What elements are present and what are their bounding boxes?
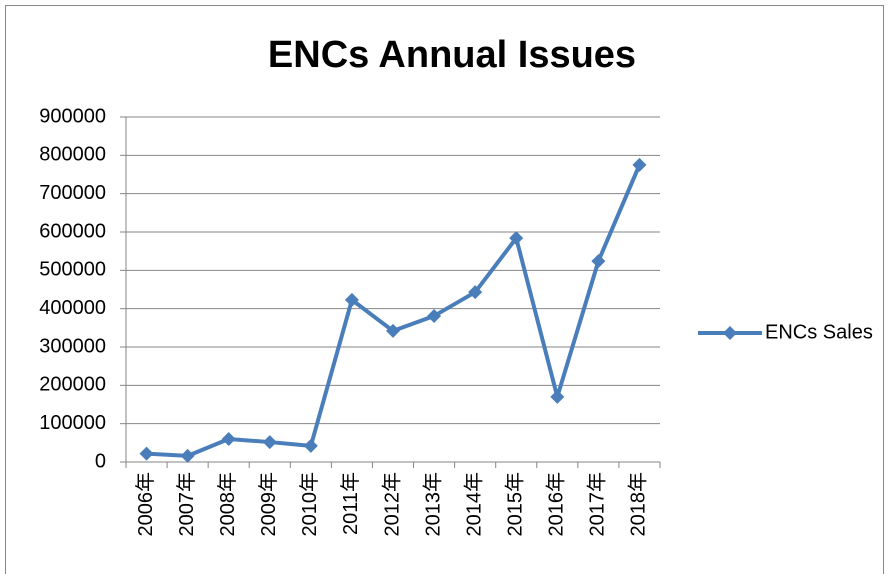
y-tick-label: 600000: [39, 220, 106, 242]
data-point: [303, 438, 318, 453]
data-point: [386, 323, 400, 338]
data-point: [139, 446, 154, 461]
x-tick-label: 2009年: [257, 472, 280, 537]
x-tick-label: 2015年: [504, 472, 527, 537]
y-tick-label: 0: [95, 450, 106, 472]
data-point: [468, 285, 483, 300]
chart-border: [5, 5, 884, 574]
x-tick-label: 2010年: [298, 472, 321, 537]
data-point: [550, 389, 565, 404]
y-tick-label: 200000: [39, 374, 106, 396]
x-tick-label: 2014年: [462, 472, 485, 537]
y-tick-label: 500000: [39, 259, 106, 281]
x-tick-label: 2008年: [216, 472, 239, 537]
data-point: [262, 435, 277, 450]
x-tick-label: 2017年: [586, 472, 609, 537]
data-point: [632, 157, 647, 172]
y-tick-label: 400000: [39, 297, 106, 319]
x-tick-label: 2011年: [339, 472, 362, 535]
data-point: [180, 448, 195, 463]
data-point: [509, 231, 524, 246]
x-tick-label: 2018年: [627, 472, 650, 537]
y-tick-label: 900000: [39, 105, 106, 127]
y-tick-label: 700000: [39, 182, 106, 204]
data-point: [344, 292, 359, 307]
data-point: [427, 308, 442, 323]
x-tick-label: 2007年: [175, 472, 198, 537]
y-tick-label: 800000: [39, 144, 106, 166]
legend-label: ENCs Sales: [765, 321, 873, 343]
chart-title: ENCs Annual Issues: [268, 34, 636, 76]
y-tick-label: 100000: [39, 412, 106, 434]
x-tick-label: 2013年: [421, 472, 444, 537]
data-point: [221, 432, 236, 446]
y-tick-label: 300000: [39, 335, 106, 357]
data-point: [591, 254, 606, 269]
x-tick-label: 2012年: [380, 472, 403, 537]
x-tick-label: 2006年: [134, 472, 157, 537]
x-tick-label: 2016年: [545, 472, 568, 537]
legend-marker: [723, 326, 737, 340]
